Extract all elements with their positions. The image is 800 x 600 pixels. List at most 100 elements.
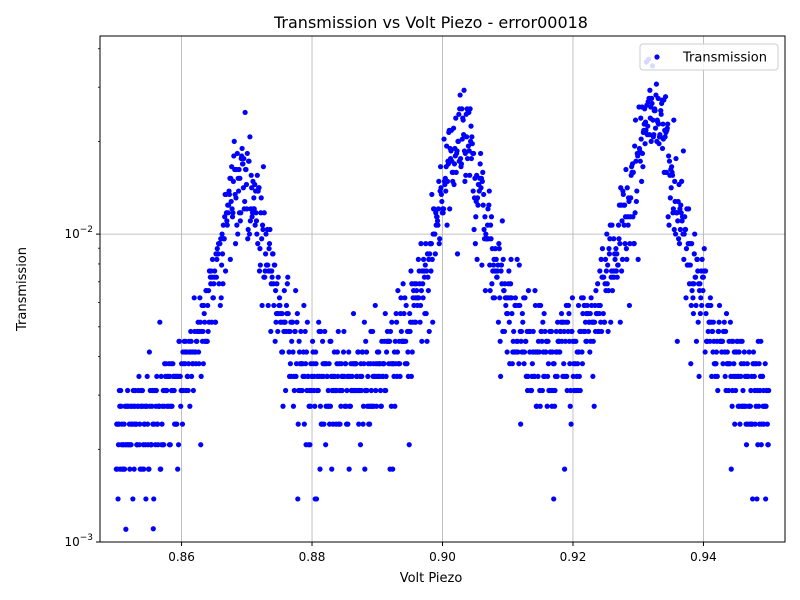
scatter-point <box>413 319 419 325</box>
scatter-point <box>316 319 322 325</box>
scatter-point <box>469 141 475 147</box>
scatter-point <box>497 295 503 301</box>
scatter-point <box>313 496 320 502</box>
scatter-point <box>611 236 617 242</box>
scatter-point <box>716 302 723 309</box>
scatter-point <box>402 295 408 301</box>
scatter-point <box>551 496 557 502</box>
scatter-point <box>436 178 442 184</box>
scatter-point <box>362 466 368 472</box>
scatter-point <box>262 251 269 257</box>
scatter-point <box>621 222 627 228</box>
scatter-point <box>743 442 750 448</box>
scatter-point <box>419 338 425 344</box>
scatter-point <box>543 349 549 355</box>
scatter-point <box>296 349 303 355</box>
scatter-point <box>417 302 424 309</box>
scatter-point <box>632 210 638 216</box>
scatter-point <box>197 319 203 325</box>
scatter-point <box>601 274 607 280</box>
scatter-point <box>441 136 447 142</box>
scatter-point <box>732 421 738 427</box>
scatter-point <box>425 287 431 294</box>
scatter-point <box>691 251 697 257</box>
scatter-point <box>360 349 366 355</box>
scatter-point <box>341 328 347 335</box>
scatter-point <box>373 403 380 409</box>
scatter-point <box>676 241 683 247</box>
scatter-point <box>337 421 343 427</box>
scatter-point <box>616 236 622 242</box>
scatter-point <box>579 361 586 367</box>
scatter-point <box>477 150 484 157</box>
x-tick-label: 0.90 <box>429 550 456 564</box>
scatter-point <box>750 349 757 355</box>
scatter-point <box>747 403 754 409</box>
scatter-point <box>229 214 236 220</box>
scatter-point <box>652 108 658 114</box>
scatter-point <box>236 166 242 173</box>
scatter-point <box>360 421 366 427</box>
legend-label-transmission: Transmission <box>682 51 767 66</box>
scatter-point <box>729 403 735 409</box>
scatter-point <box>762 361 768 367</box>
scatter-point <box>272 338 278 344</box>
scatter-point <box>496 246 502 252</box>
scatter-point <box>234 150 240 157</box>
scatter-point <box>447 206 453 212</box>
scatter-point <box>676 236 682 242</box>
scatter-point <box>259 222 266 228</box>
scatter-point <box>606 246 612 252</box>
scatter-point <box>498 268 504 274</box>
scatter-point <box>417 319 423 325</box>
scatter-point <box>692 274 699 280</box>
scatter-point <box>435 222 441 228</box>
scatter-point <box>677 226 683 233</box>
scatter-point <box>605 328 611 335</box>
scatter-point <box>416 295 422 301</box>
scatter-point <box>257 246 263 252</box>
y-tick-label: 10−3 <box>64 533 93 549</box>
scatter-point <box>301 302 307 309</box>
scatter-point <box>498 262 505 268</box>
scatter-point <box>552 387 558 394</box>
scatter-point <box>439 198 445 205</box>
scatter-point <box>683 246 690 252</box>
scatter-point <box>540 319 546 325</box>
scatter-point <box>602 256 609 262</box>
x-tick-label: 0.86 <box>168 550 195 564</box>
scatter-point <box>376 349 382 355</box>
scatter-point <box>228 198 234 205</box>
scatter-point <box>298 328 304 335</box>
scatter-point <box>397 361 403 367</box>
scatter-point <box>506 319 512 325</box>
scatter-point <box>496 241 502 247</box>
scatter-point <box>292 328 298 335</box>
scatter-point <box>587 310 593 317</box>
scatter-point <box>424 268 430 274</box>
scatter-point <box>451 181 457 188</box>
scatter-point <box>690 310 697 317</box>
scatter-point <box>605 262 611 268</box>
scatter-point <box>633 198 639 205</box>
scatter-point <box>620 191 626 198</box>
scatter-point <box>609 287 616 294</box>
scatter-point <box>383 387 389 394</box>
scatter-point <box>604 231 610 237</box>
scatter-point <box>699 302 705 309</box>
scatter-point <box>467 106 473 112</box>
scatter-point <box>360 403 367 409</box>
scatter-point <box>561 361 567 367</box>
scatter-point <box>279 310 285 317</box>
scatter-point <box>456 111 462 117</box>
scatter-point <box>723 310 730 317</box>
scatter-point <box>327 403 334 409</box>
scatter-point <box>143 496 149 502</box>
scatter-point <box>283 387 289 394</box>
legend-marker-transmission <box>654 54 660 60</box>
scatter-point <box>200 328 206 335</box>
scatter-point <box>344 387 350 394</box>
scatter-point <box>630 169 636 175</box>
scatter-point <box>125 387 131 394</box>
scatter-point <box>313 349 319 355</box>
